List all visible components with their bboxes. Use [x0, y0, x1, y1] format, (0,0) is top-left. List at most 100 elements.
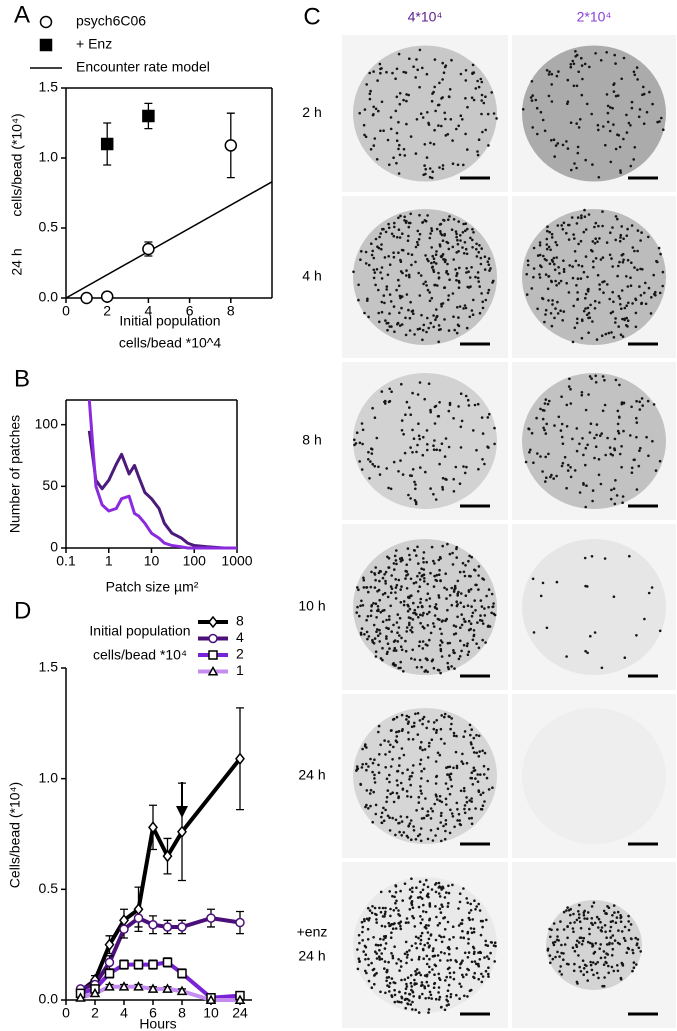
cell-dot	[551, 303, 554, 306]
cell-dot	[480, 619, 484, 622]
marker	[142, 242, 155, 256]
cell-dot	[609, 497, 613, 501]
marker	[208, 615, 218, 629]
cell-dot	[356, 586, 359, 589]
cell-dot	[602, 950, 606, 953]
cell-dot	[426, 644, 429, 647]
cell-dot	[395, 67, 399, 71]
cell-dot	[464, 132, 467, 136]
cell-dot	[614, 238, 617, 242]
cell-dot	[641, 404, 644, 407]
cell-dot	[467, 404, 471, 407]
cell-dot	[452, 633, 456, 636]
cell-dot	[420, 740, 423, 744]
cell-dot	[430, 296, 434, 300]
cell-dot	[566, 100, 570, 103]
cell-dot	[425, 284, 428, 287]
cell-dot	[471, 228, 474, 231]
cell-dot	[379, 611, 383, 614]
cell-dot	[360, 920, 364, 924]
cell-dot	[626, 285, 630, 288]
cell-dot	[475, 247, 478, 251]
cell-dot	[487, 972, 490, 976]
cell-dot	[439, 639, 443, 642]
cell-dot	[479, 793, 483, 796]
cell-dot	[434, 318, 437, 322]
cell-dot	[620, 77, 623, 81]
cell-dot	[377, 311, 381, 315]
cell-dot	[408, 908, 412, 911]
cell-dot	[455, 547, 458, 551]
cell-dot	[448, 971, 452, 975]
cell-dot	[477, 964, 481, 968]
cell-dot	[399, 645, 403, 648]
cell-dot	[612, 595, 616, 598]
cell-dot	[393, 554, 397, 558]
cell-dot	[429, 631, 433, 635]
cell-dot	[468, 315, 472, 319]
cell-dot	[394, 833, 397, 837]
cell-dot	[386, 984, 389, 987]
cell-dot	[552, 943, 556, 947]
cell-dot	[361, 604, 365, 607]
x-tick-label: 0	[62, 303, 70, 319]
cell-dot	[434, 905, 437, 908]
cell-dot	[417, 905, 421, 909]
cell-dot	[429, 993, 433, 997]
cell-dot	[392, 745, 395, 749]
cell-dot	[447, 95, 451, 98]
cell-dot	[447, 329, 451, 332]
cell-dot	[397, 147, 400, 151]
cell-dot	[397, 578, 401, 582]
cell-dot	[416, 229, 420, 233]
cell-dot	[382, 129, 385, 132]
cell-dot	[614, 378, 618, 382]
cell-dot	[437, 271, 440, 275]
cell-dot	[452, 258, 456, 261]
cell-dot	[579, 926, 583, 930]
cell-dot	[597, 224, 600, 228]
cell-dot	[380, 952, 384, 955]
cell-dot	[464, 229, 467, 232]
cell-dot	[394, 927, 398, 930]
cell-dot	[612, 969, 616, 973]
cell-dot	[388, 750, 391, 754]
cell-dot	[407, 616, 411, 619]
cell-dot	[459, 789, 463, 793]
cell-dot	[398, 143, 401, 147]
cell-dot	[470, 309, 474, 312]
cell-dot	[426, 892, 430, 896]
cell-dot	[424, 997, 428, 1000]
cell-dot	[386, 138, 390, 142]
cell-dot	[419, 112, 423, 115]
cell-dot	[442, 71, 446, 74]
cell-dot	[538, 241, 542, 244]
cell-dot	[607, 906, 611, 910]
cell-dot	[410, 988, 413, 992]
cell-dot	[388, 647, 391, 650]
cell-dot	[472, 298, 475, 302]
cell-dot	[403, 215, 407, 219]
cell-dot	[437, 340, 441, 344]
cell-dot	[594, 942, 598, 945]
cell-dot	[428, 905, 432, 908]
cell-dot	[604, 332, 608, 336]
cell-dot	[409, 577, 413, 581]
cell-dot	[569, 921, 572, 925]
cell-dot	[467, 559, 470, 563]
cell-dot	[407, 921, 410, 924]
cell-dot	[405, 985, 409, 988]
cell-dot	[572, 912, 575, 916]
cell-dot	[398, 830, 401, 834]
cell-dot	[413, 982, 417, 985]
cell-dot	[438, 401, 441, 404]
cell-dot	[595, 423, 599, 426]
cell-dot	[446, 641, 450, 645]
cell-dot	[582, 936, 586, 940]
cell-dot	[622, 401, 626, 405]
cell-dot	[405, 630, 409, 633]
cell-dot	[426, 931, 430, 934]
cell-dot	[621, 317, 624, 321]
cell-dot	[591, 961, 595, 964]
cell-dot	[584, 505, 587, 509]
